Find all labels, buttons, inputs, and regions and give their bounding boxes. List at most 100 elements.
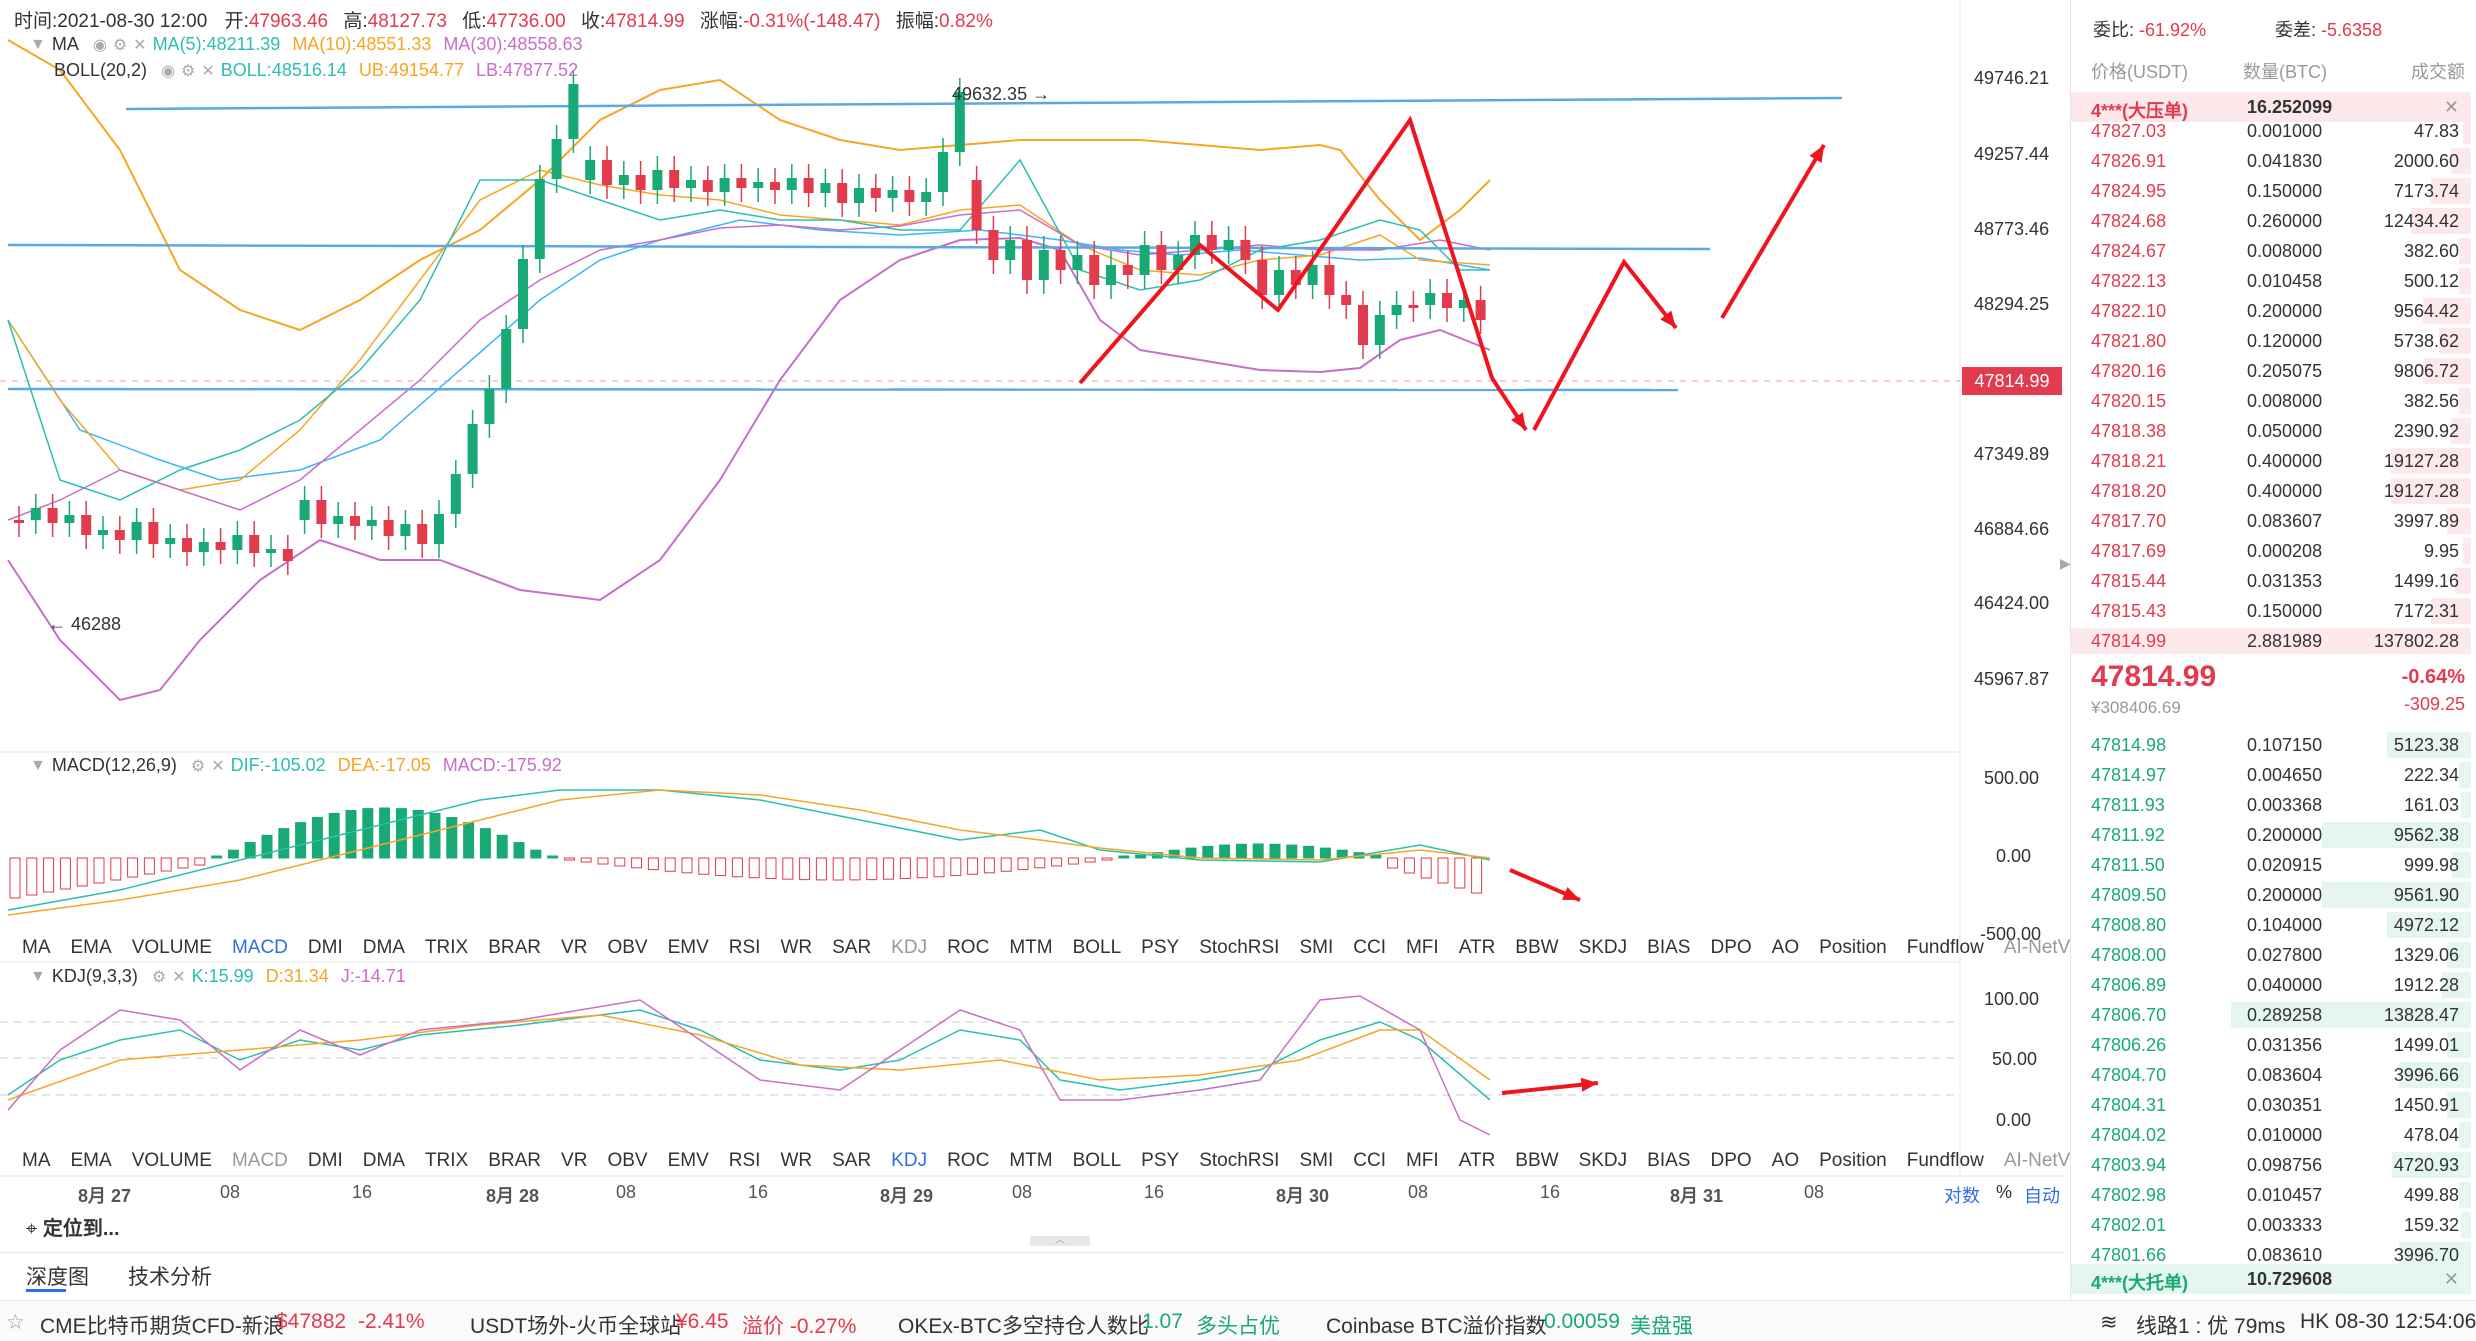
indicator-tab[interactable]: StochRSI: [1199, 1150, 1280, 1171]
close-icon[interactable]: ✕: [2443, 97, 2459, 117]
cme-label[interactable]: CME比特币期货CFD-新浪: [40, 1315, 284, 1338]
gear-icon[interactable]: ⚙: [190, 757, 206, 775]
indicator-tab[interactable]: MTM: [1009, 1150, 1053, 1171]
bid-row[interactable]: 47802.98 0.010457 499.88: [2071, 1180, 2471, 1210]
close-icon[interactable]: ✕: [133, 36, 147, 54]
bid-row[interactable]: 47806.70 0.289258 13828.47: [2071, 1000, 2471, 1030]
bid-row[interactable]: 47811.50 0.020915 999.98: [2071, 850, 2471, 880]
ask-row[interactable]: 47824.95 0.150000 7173.74: [2071, 176, 2471, 206]
bid-row[interactable]: 47814.97 0.004650 222.34: [2071, 760, 2471, 790]
indicator-tab[interactable]: PSY: [1141, 937, 1180, 958]
indicator-tab[interactable]: TRIX: [424, 1150, 469, 1171]
indicator-tab[interactable]: MFI: [1405, 1150, 1439, 1171]
indicator-tab[interactable]: MACD: [231, 1150, 288, 1171]
indicator-tab[interactable]: CCI: [1353, 1150, 1386, 1171]
ask-row[interactable]: 47815.43 0.150000 7172.31: [2071, 596, 2471, 626]
indicator-tab[interactable]: Fundflow: [1906, 937, 1984, 958]
indicator-tab[interactable]: SAR: [832, 1150, 872, 1171]
indicator-tab[interactable]: VR: [561, 937, 588, 958]
indicator-tab[interactable]: DMI: [307, 1150, 343, 1171]
bid-row[interactable]: 47811.92 0.200000 9562.38: [2071, 820, 2471, 850]
bid-row[interactable]: 47804.02 0.010000 478.04: [2071, 1120, 2471, 1150]
close-icon[interactable]: ✕: [2443, 1269, 2459, 1289]
ask-row[interactable]: 47814.99 2.881989 137802.28: [2071, 626, 2471, 656]
indicator-tab[interactable]: MFI: [1405, 937, 1439, 958]
okex-label[interactable]: OKEx-BTC多空持仓人数比: [898, 1315, 1149, 1338]
indicator-tab[interactable]: RSI: [728, 937, 761, 958]
tab-depth-chart[interactable]: 深度图: [26, 1266, 89, 1289]
indicator-tab[interactable]: RSI: [728, 1150, 761, 1171]
indicator-tab[interactable]: WR: [780, 937, 813, 958]
close-icon[interactable]: ✕: [201, 62, 215, 80]
ask-row[interactable]: 47815.44 0.031353 1499.16: [2071, 566, 2471, 596]
ask-row[interactable]: 47818.21 0.400000 19127.28: [2071, 446, 2471, 476]
bid-row[interactable]: 47808.80 0.104000 4972.12: [2071, 910, 2471, 940]
usdt-label[interactable]: USDT场外-火币全球站: [470, 1315, 682, 1338]
ask-row[interactable]: 47824.67 0.008000 382.60: [2071, 236, 2471, 266]
bid-row[interactable]: 47806.26 0.031356 1499.01: [2071, 1030, 2471, 1060]
gear-icon[interactable]: ⚙: [151, 968, 167, 986]
indicator-tab[interactable]: VOLUME: [131, 1150, 212, 1171]
indicator-tab[interactable]: EMV: [667, 1150, 709, 1171]
big-ask-row[interactable]: 4***(大压单) 16.252099 ✕: [2071, 92, 2471, 122]
ask-row[interactable]: 47817.70 0.083607 3997.89: [2071, 506, 2471, 536]
indicator-tab[interactable]: EMA: [70, 937, 112, 958]
indicator-tab[interactable]: SMI: [1299, 937, 1334, 958]
big-bid-row[interactable]: 4***(大托单) 10.729608 ✕: [2071, 1264, 2471, 1294]
indicator-tab[interactable]: SKDJ: [1578, 937, 1628, 958]
indicator-tab[interactable]: TRIX: [424, 937, 469, 958]
gear-icon[interactable]: ⚙: [181, 62, 196, 80]
indicator-tab[interactable]: DMA: [362, 1150, 405, 1171]
indicator-tab[interactable]: WR: [780, 1150, 813, 1171]
indicator-tab[interactable]: MTM: [1009, 937, 1053, 958]
panel-toggle-arrow-icon[interactable]: ▶: [2060, 555, 2071, 571]
indicator-tab[interactable]: ATR: [1458, 937, 1496, 958]
gear-icon[interactable]: ⚙: [112, 36, 128, 54]
panel-collapse-handle[interactable]: ︿: [1030, 1236, 1090, 1246]
indicator-tab[interactable]: OBV: [607, 937, 648, 958]
chevron-down-icon[interactable]: ▼: [30, 756, 46, 774]
indicator-tab[interactable]: SKDJ: [1578, 1150, 1628, 1171]
percent-scale-toggle[interactable]: %: [1996, 1182, 2013, 1202]
eye-icon[interactable]: ◉: [92, 36, 107, 54]
bid-row[interactable]: 47811.93 0.003368 161.03: [2071, 790, 2471, 820]
ask-row[interactable]: 47826.91 0.041830 2000.60: [2071, 146, 2471, 176]
indicator-tab[interactable]: ROC: [947, 937, 990, 958]
eye-icon[interactable]: ◉: [161, 62, 176, 80]
ask-row[interactable]: 47818.20 0.400000 19127.28: [2071, 476, 2471, 506]
bid-row[interactable]: 47803.94 0.098756 4720.93: [2071, 1150, 2471, 1180]
indicator-tab[interactable]: BBW: [1515, 937, 1559, 958]
chart-area[interactable]: 时间:2021-08-30 12:00 开:47963.46 高:48127.7…: [0, 0, 2242, 1246]
bid-row[interactable]: 47801.66 0.083610 3996.70: [2071, 1240, 2471, 1270]
indicator-tab[interactable]: BRAR: [488, 1150, 542, 1171]
log-scale-toggle[interactable]: 对数: [1944, 1186, 1980, 1206]
indicator-tab[interactable]: EMA: [70, 1150, 112, 1171]
tab-technical-analysis[interactable]: 技术分析: [128, 1266, 212, 1289]
bid-row[interactable]: 47804.70 0.083604 3996.66: [2071, 1060, 2471, 1090]
indicator-tab[interactable]: DPO: [1710, 937, 1752, 958]
ask-row[interactable]: 47820.15 0.008000 382.56: [2071, 386, 2471, 416]
indicator-tab[interactable]: VR: [561, 1150, 588, 1171]
bid-row[interactable]: 47809.50 0.200000 9561.90: [2071, 880, 2471, 910]
auto-scale-toggle[interactable]: 自动: [2024, 1186, 2060, 1206]
ask-row[interactable]: 47822.10 0.200000 9564.42: [2071, 296, 2471, 326]
ask-row[interactable]: 47824.68 0.260000 12434.42: [2071, 206, 2471, 236]
indicator-tab[interactable]: KDJ: [891, 1150, 928, 1171]
indicator-tab[interactable]: BOLL: [1072, 937, 1122, 958]
indicator-tab[interactable]: StochRSI: [1199, 937, 1280, 958]
indicator-tab[interactable]: MA: [22, 937, 51, 958]
indicator-tab[interactable]: BOLL: [1072, 1150, 1122, 1171]
indicator-tab[interactable]: AO: [1771, 937, 1800, 958]
indicator-tab[interactable]: Fundflow: [1906, 1150, 1984, 1171]
indicator-tab[interactable]: AO: [1771, 1150, 1800, 1171]
indicator-tab[interactable]: BRAR: [488, 937, 542, 958]
ask-row[interactable]: 47818.38 0.050000 2390.92: [2071, 416, 2471, 446]
indicator-tab[interactable]: Position: [1819, 1150, 1887, 1171]
indicator-tab[interactable]: PSY: [1141, 1150, 1180, 1171]
indicator-tab[interactable]: DMA: [362, 937, 405, 958]
bid-row[interactable]: 47814.98 0.107150 5123.38: [2071, 730, 2471, 760]
ask-row[interactable]: 47822.13 0.010458 500.12: [2071, 266, 2471, 296]
indicator-tab[interactable]: DPO: [1710, 1150, 1752, 1171]
indicator-tab[interactable]: ATR: [1458, 1150, 1496, 1171]
indicator-tab[interactable]: EMV: [667, 937, 709, 958]
